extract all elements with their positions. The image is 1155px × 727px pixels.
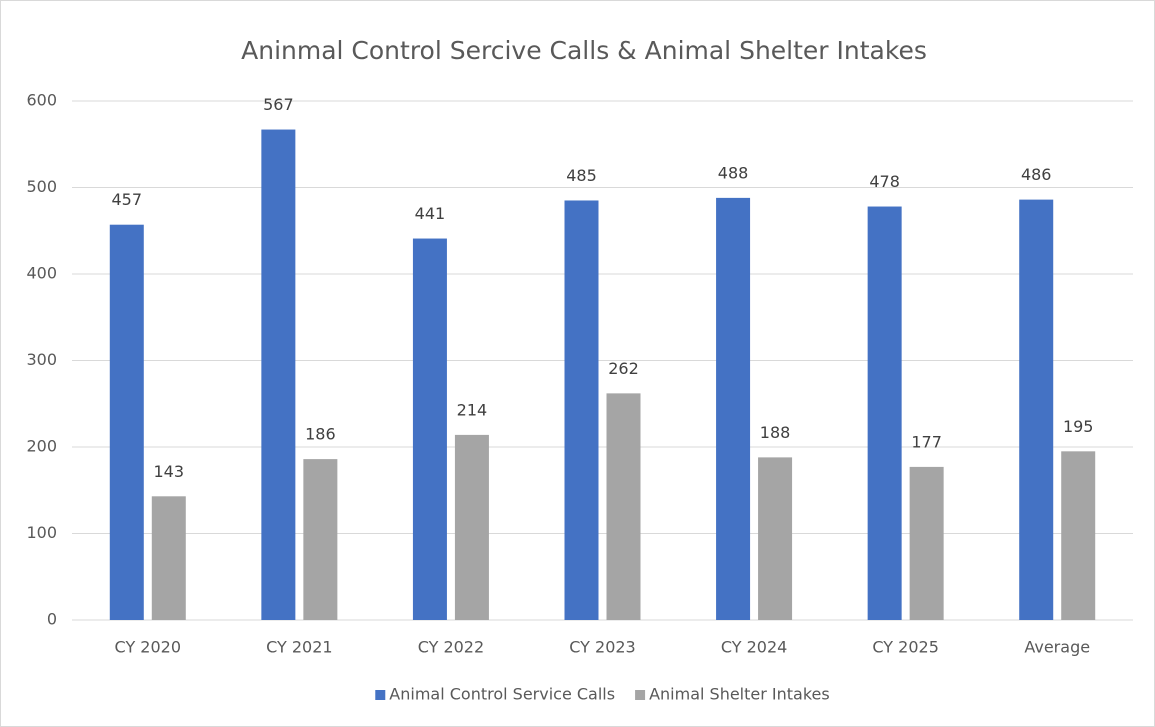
bar xyxy=(303,459,338,620)
y-tick-label: 0 xyxy=(47,610,57,629)
data-label: 195 xyxy=(1063,417,1094,436)
bar xyxy=(564,200,599,620)
data-label: 485 xyxy=(566,166,597,185)
legend-label: Animal Shelter Intakes xyxy=(649,685,830,704)
bar xyxy=(412,238,447,620)
bar xyxy=(151,496,186,620)
bar xyxy=(261,129,296,621)
data-label: 486 xyxy=(1021,165,1052,184)
bar xyxy=(1019,199,1054,621)
x-tick-label: CY 2025 xyxy=(872,638,938,657)
data-label: 567 xyxy=(263,95,294,114)
y-tick-label: 600 xyxy=(26,91,57,110)
y-tick-label: 200 xyxy=(26,437,57,456)
x-tick-label: CY 2023 xyxy=(569,638,635,657)
data-label: 262 xyxy=(608,359,639,378)
y-tick-label: 500 xyxy=(26,177,57,196)
bar xyxy=(109,224,144,620)
data-label: 214 xyxy=(457,400,488,419)
data-label: 478 xyxy=(869,172,900,191)
chart-title: Aninmal Control Sercive Calls & Animal S… xyxy=(241,36,927,65)
data-label: 186 xyxy=(305,425,336,444)
x-tick-label: CY 2024 xyxy=(721,638,787,657)
bar xyxy=(606,393,641,620)
data-label: 177 xyxy=(911,432,942,451)
x-tick-label: CY 2020 xyxy=(115,638,181,657)
data-label: 488 xyxy=(718,163,749,182)
x-tick-label: CY 2022 xyxy=(418,638,484,657)
data-label: 143 xyxy=(154,462,185,481)
data-label: 188 xyxy=(760,423,791,442)
legend-swatch xyxy=(375,690,386,700)
data-label: 457 xyxy=(112,190,143,209)
data-label: 441 xyxy=(415,204,446,223)
bar xyxy=(758,457,793,620)
x-tick-label: Average xyxy=(1024,638,1090,657)
bar xyxy=(454,434,489,620)
bar xyxy=(909,466,944,620)
legend-swatch xyxy=(635,690,646,700)
y-tick-label: 100 xyxy=(26,523,57,542)
x-tick-label: CY 2021 xyxy=(266,638,332,657)
y-tick-label: 300 xyxy=(26,350,57,369)
bar xyxy=(867,206,902,620)
bar xyxy=(1061,451,1096,620)
y-tick-label: 400 xyxy=(26,264,57,283)
legend-label: Animal Control Service Calls xyxy=(389,685,615,704)
bar xyxy=(716,197,751,620)
